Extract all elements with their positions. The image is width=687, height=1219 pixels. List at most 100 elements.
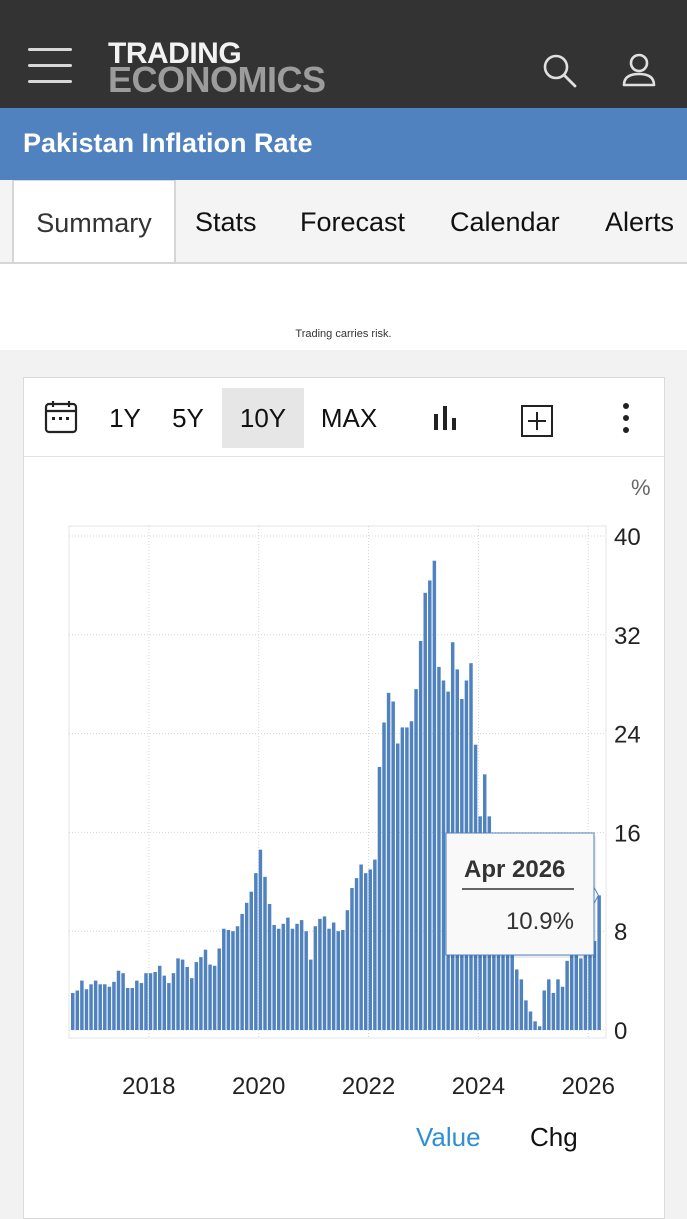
- bar: [135, 980, 139, 1030]
- x-tick-label: 2020: [232, 1073, 285, 1100]
- bar: [235, 926, 240, 1030]
- bar: [190, 978, 194, 1030]
- bar: [560, 986, 565, 1030]
- bar: [519, 979, 524, 1030]
- bar: [354, 878, 359, 1030]
- bar: [391, 701, 395, 1030]
- plus-square-icon[interactable]: [520, 404, 554, 438]
- bar: [331, 922, 336, 1030]
- range-5y-button[interactable]: 5Y: [172, 403, 204, 433]
- advertisement-area: Trading carries risk.: [0, 264, 687, 350]
- range-10y-button[interactable]: 10Y: [222, 388, 304, 448]
- bar: [510, 944, 514, 1030]
- bar: [423, 592, 427, 1030]
- page-title: Pakistan Inflation Rate: [23, 128, 313, 158]
- bar: [396, 743, 400, 1030]
- risk-disclaimer: Trading carries risk.: [295, 328, 392, 340]
- bar: [254, 873, 258, 1030]
- tab-calendar[interactable]: Calendar: [450, 180, 560, 262]
- bar: [409, 721, 414, 1030]
- bar: [528, 1011, 533, 1030]
- bar: [267, 904, 272, 1030]
- title-bar: Pakistan Inflation Rate: [0, 108, 687, 180]
- trading-economics-logo[interactable]: TRADING ECONOMICS: [108, 39, 326, 100]
- bar: [400, 727, 405, 1030]
- bar-chart-icon[interactable]: [432, 404, 460, 432]
- bar: [176, 958, 180, 1030]
- x-tick-label: 2018: [122, 1073, 175, 1100]
- tab-summary[interactable]: Summary: [12, 180, 176, 262]
- bar: [382, 722, 386, 1030]
- logo-line-2: ECONOMICS: [108, 59, 326, 100]
- tab-forecast[interactable]: Forecast: [300, 180, 405, 262]
- search-icon[interactable]: [541, 52, 577, 88]
- y-tick-label: 8: [614, 919, 627, 946]
- calendar-icon[interactable]: [44, 400, 78, 434]
- bar: [93, 980, 98, 1030]
- bar: [569, 953, 574, 1030]
- bar: [194, 962, 199, 1030]
- bar: [556, 979, 560, 1030]
- x-tick-label: 2022: [342, 1073, 395, 1100]
- tooltip-box: [445, 832, 595, 956]
- tab-label: Stats: [195, 207, 257, 237]
- bar: [244, 902, 249, 1030]
- y-tick-label: 0: [614, 1018, 627, 1045]
- tab-stats[interactable]: Stats: [195, 180, 257, 262]
- bar: [112, 981, 116, 1030]
- user-icon[interactable]: [621, 52, 657, 88]
- bar: [592, 941, 597, 1030]
- range-1y-button[interactable]: 1Y: [109, 403, 141, 433]
- bar: [276, 928, 281, 1030]
- bar: [505, 911, 510, 1030]
- x-tick-label: 2026: [562, 1073, 615, 1100]
- legend-value-toggle[interactable]: Value: [416, 1122, 481, 1152]
- bar: [542, 990, 546, 1030]
- more-vertical-icon[interactable]: [620, 402, 632, 434]
- bar: [322, 916, 327, 1030]
- bar: [208, 964, 212, 1030]
- tooltip-date: Apr 2026: [464, 856, 565, 883]
- bar: [574, 954, 579, 1030]
- chart-toolbar: 1Y 5Y 10Y MAX: [24, 378, 664, 457]
- tab-bar: Summary Stats Forecast Calendar Alerts: [0, 180, 687, 264]
- bar: [212, 965, 217, 1030]
- bar: [121, 973, 125, 1030]
- bar: [588, 943, 592, 1030]
- legend-chg-toggle[interactable]: Chg: [530, 1122, 578, 1152]
- bar: [515, 969, 519, 1030]
- bar: [203, 949, 208, 1030]
- bar: [80, 980, 84, 1030]
- bar: [428, 580, 432, 1030]
- hamburger-menu-icon[interactable]: [28, 48, 72, 84]
- y-tick-label: 40: [614, 524, 641, 551]
- range-max-button[interactable]: MAX: [320, 403, 378, 433]
- bar: [363, 873, 368, 1030]
- bar: [524, 1000, 528, 1030]
- bar: [272, 925, 276, 1030]
- bar: [185, 967, 189, 1030]
- bar: [231, 931, 235, 1030]
- bar: [304, 931, 308, 1030]
- bar: [281, 923, 286, 1030]
- tab-alerts[interactable]: Alerts: [605, 180, 674, 262]
- bar: [496, 892, 501, 1030]
- tab-label: Calendar: [450, 207, 560, 237]
- bar: [222, 928, 226, 1030]
- bar: [249, 891, 254, 1030]
- bar: [116, 970, 121, 1030]
- bar: [309, 959, 313, 1030]
- bar: [71, 992, 75, 1030]
- bar: [350, 887, 354, 1030]
- y-tick-label: 16: [614, 820, 641, 847]
- bar: [103, 984, 107, 1030]
- bar: [89, 984, 93, 1030]
- bar: [432, 560, 437, 1030]
- bar: [437, 666, 441, 1030]
- bar: [441, 680, 446, 1030]
- bar: [107, 986, 112, 1030]
- tooltip-pointer: [593, 887, 599, 904]
- bar: [368, 869, 373, 1030]
- bar: [130, 988, 134, 1030]
- bar: [84, 989, 89, 1030]
